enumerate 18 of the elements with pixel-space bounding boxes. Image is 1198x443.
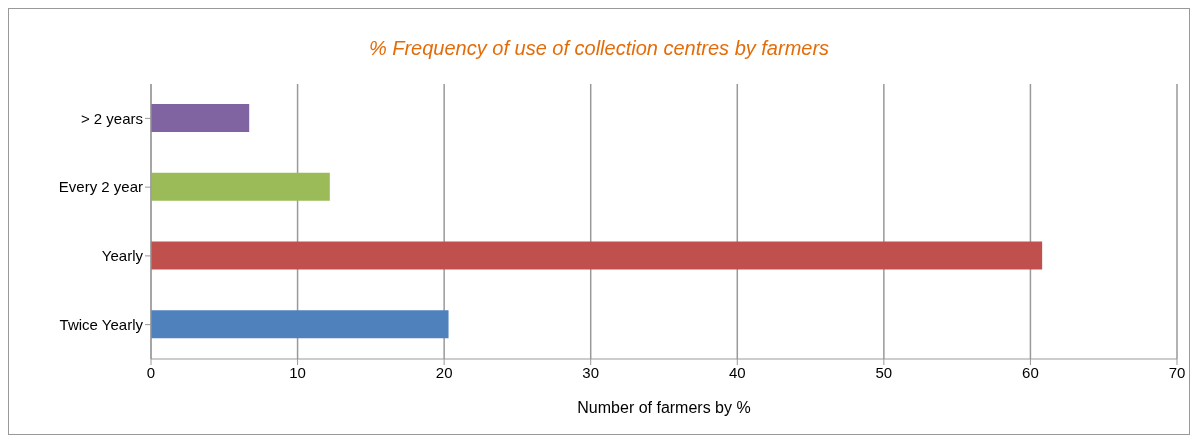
bar — [151, 241, 1043, 270]
x-tick-label: 10 — [289, 363, 306, 381]
x-tick-label: 70 — [1168, 363, 1186, 381]
y-tick-label: Yearly — [101, 247, 144, 265]
x-tick-label: 0 — [146, 363, 156, 381]
x-axis-title: Number of farmers by % — [576, 399, 752, 417]
bar — [151, 310, 449, 339]
bar — [151, 104, 250, 132]
x-tick-label: 30 — [582, 363, 600, 381]
y-tick-label: Every 2 year — [58, 178, 143, 196]
chart-title: % Frequency of use of collection centres by farmers — [367, 37, 831, 60]
x-tick-label: 60 — [1022, 363, 1039, 381]
x-tick-label: 50 — [875, 363, 893, 381]
bar — [151, 172, 330, 201]
y-tick-label: Twice Yearly — [59, 315, 144, 333]
x-tick-label: 40 — [728, 363, 746, 381]
y-tick-label: > 2 years — [80, 109, 143, 127]
x-tick-label: 20 — [435, 363, 453, 381]
